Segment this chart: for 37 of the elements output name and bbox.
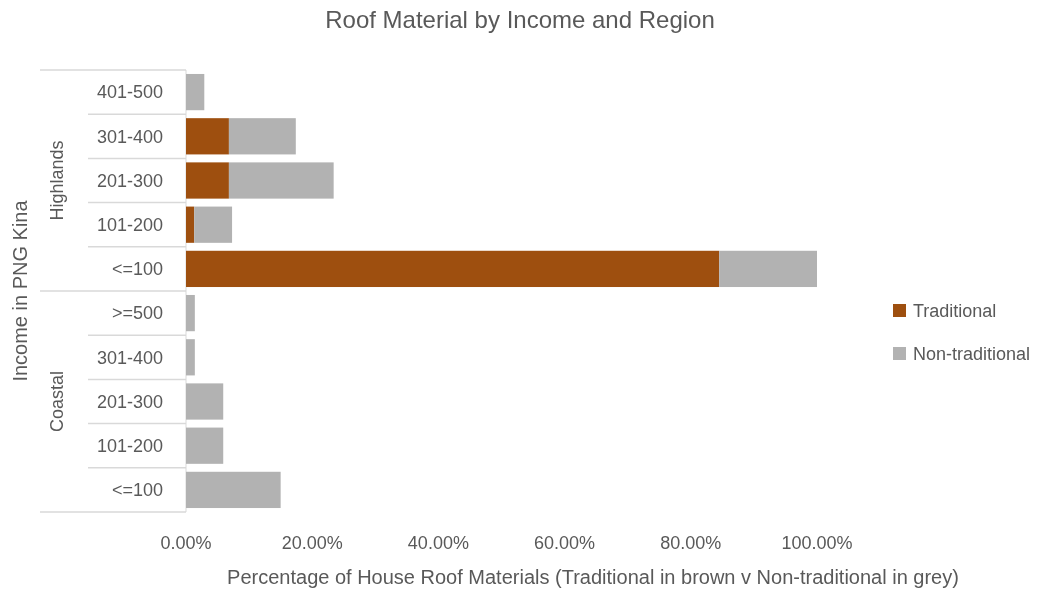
bar	[186, 118, 229, 155]
text: Coastal	[47, 370, 67, 433]
bar	[186, 73, 205, 111]
y-tick-label: 101-200	[96, 215, 163, 235]
bar	[186, 471, 281, 509]
x-tick-label: 20.00%	[281, 533, 343, 553]
y-tick-label: >=500	[111, 303, 163, 324]
y-tick-label: <=100	[111, 480, 163, 501]
bar	[228, 118, 296, 155]
bar	[186, 206, 195, 243]
x-tick-label: 60.00%	[534, 533, 596, 553]
y-tick-label: 301-400	[96, 347, 163, 368]
x-tick-label: 0.00%	[160, 533, 212, 553]
legend-label: Non-traditional	[913, 344, 1031, 365]
chart-title: Roof Material by Income and Region	[325, 6, 715, 33]
bar	[186, 383, 224, 420]
bar	[228, 162, 334, 199]
text: Highlands	[47, 140, 67, 221]
y-tick-label: 101-200	[96, 436, 163, 456]
bar	[186, 162, 229, 199]
x-tick-label: 80.00%	[660, 533, 722, 553]
y-axis-title: Income in PNG Kina	[9, 199, 31, 382]
bar	[186, 294, 195, 332]
y-tick-label: 201-300	[96, 391, 163, 412]
x-axis-title: Percentage of House Roof Materials (Traditional in brown v Non-traditional in grey)	[227, 566, 959, 588]
x-tick-label: 40.00%	[407, 533, 469, 553]
x-tick-label: 100.00%	[781, 533, 853, 553]
y-tick-label: 301-400	[96, 126, 163, 147]
bar	[719, 250, 817, 288]
bar	[194, 206, 233, 243]
y-tick-label: 401-500	[96, 82, 163, 103]
y-tick-label: <=100	[111, 259, 163, 280]
bar	[186, 427, 224, 464]
legend-label: Traditional	[913, 301, 997, 322]
bar	[186, 250, 720, 288]
y-tick-label: 201-300	[96, 170, 163, 191]
bar	[186, 339, 195, 376]
